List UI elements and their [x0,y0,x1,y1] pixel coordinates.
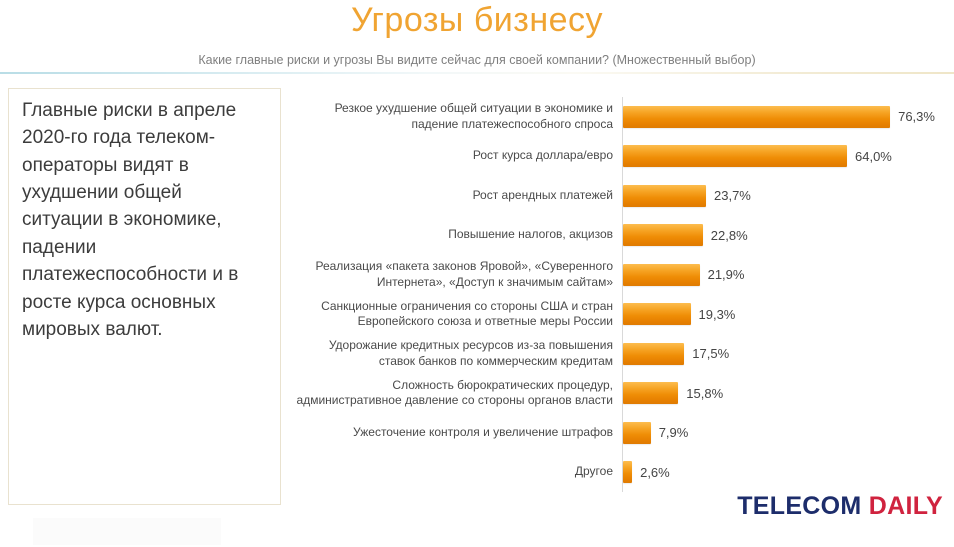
value-label: 15,8% [686,385,724,401]
chart-row: Другое 2,6% [290,452,948,492]
survey-question-subtitle: Какие главные риски и угрозы Вы видите с… [198,53,756,67]
chart-row: Удорожание кредитных ресурсов из-за повы… [290,334,948,374]
category-label: Сложность бюрократических процедур, адми… [296,377,613,408]
logo-part-daily: DAILY [868,492,943,520]
bar-area: 17,5% [622,334,948,374]
bar [623,145,847,168]
summary-text: Главные риски в апреле 2020-го года теле… [22,100,239,340]
value-label: 17,5% [692,346,730,362]
value-label: 76,3% [898,109,935,125]
bar [623,224,703,247]
bar-area: 76,3% [622,97,948,137]
bar-area: 21,9% [622,255,948,295]
bar [623,342,685,365]
bar [623,461,633,484]
chart-row: Сложность бюрократических процедур, адми… [290,373,948,413]
category-label: Санкционные ограничения со стороны США и… [321,298,613,329]
category-label: Рост арендных платежей [472,187,613,202]
bar-area: 64,0% [622,136,948,176]
chart-row: Реализация «пакета законов Яровой», «Сув… [290,255,948,295]
value-label: 19,3% [698,306,736,322]
value-label: 64,0% [855,148,892,164]
value-label: 22,8% [710,227,748,243]
chart-row: Санкционные ограничения со стороны США и… [290,294,948,334]
telecom-daily-logo: TELECOM DAILY [737,492,943,521]
header-divider-line [0,72,954,74]
category-label: Рост курса доллара/евро [472,148,613,163]
category-label: Другое [574,464,613,479]
chart-row: Резкое ухудшение общей ситуации в эконом… [290,97,948,137]
chart-row: Ужесточение контроля и увеличение штрафо… [290,413,948,453]
bar-chart: Резкое ухудшение общей ситуации в эконом… [290,97,948,492]
bar [623,303,691,326]
logo-part-telecom: TELECOM [737,492,862,520]
category-label: Реализация «пакета законов Яровой», «Сув… [315,259,613,289]
category-label: Резкое ухудшение общей ситуации в эконом… [334,101,613,131]
bar [623,382,679,405]
bar-area: 23,7% [622,176,948,216]
value-label: 7,9% [658,425,689,441]
category-label: Ужесточение контроля и увеличение штрафо… [353,424,613,439]
bar [623,421,651,444]
bar [623,184,706,207]
value-label: 2,6% [640,464,670,480]
page-title: Угрозы бизнесу [350,1,604,39]
bar [623,105,891,128]
summary-text-box: Главные риски в апреле 2020-го года теле… [8,88,281,505]
bar-area: 7,9% [622,413,948,453]
footer-strip [33,518,221,545]
bar [623,263,700,286]
bar-area: 2,6% [622,452,948,492]
bar-area: 19,3% [622,294,948,334]
chart-row: Рост курса доллара/евро 64,0% [290,136,948,176]
category-label: Удорожание кредитных ресурсов из-за повы… [328,338,613,368]
chart-row: Рост арендных платежей 23,7% [290,176,948,216]
category-label: Повышение налогов, акцизов [448,227,613,242]
bar-area: 22,8% [622,215,948,255]
value-label: 21,9% [707,267,745,283]
chart-row: Повышение налогов, акцизов 22,8% [290,215,948,255]
bar-area: 15,8% [622,373,948,413]
value-label: 23,7% [714,188,751,204]
